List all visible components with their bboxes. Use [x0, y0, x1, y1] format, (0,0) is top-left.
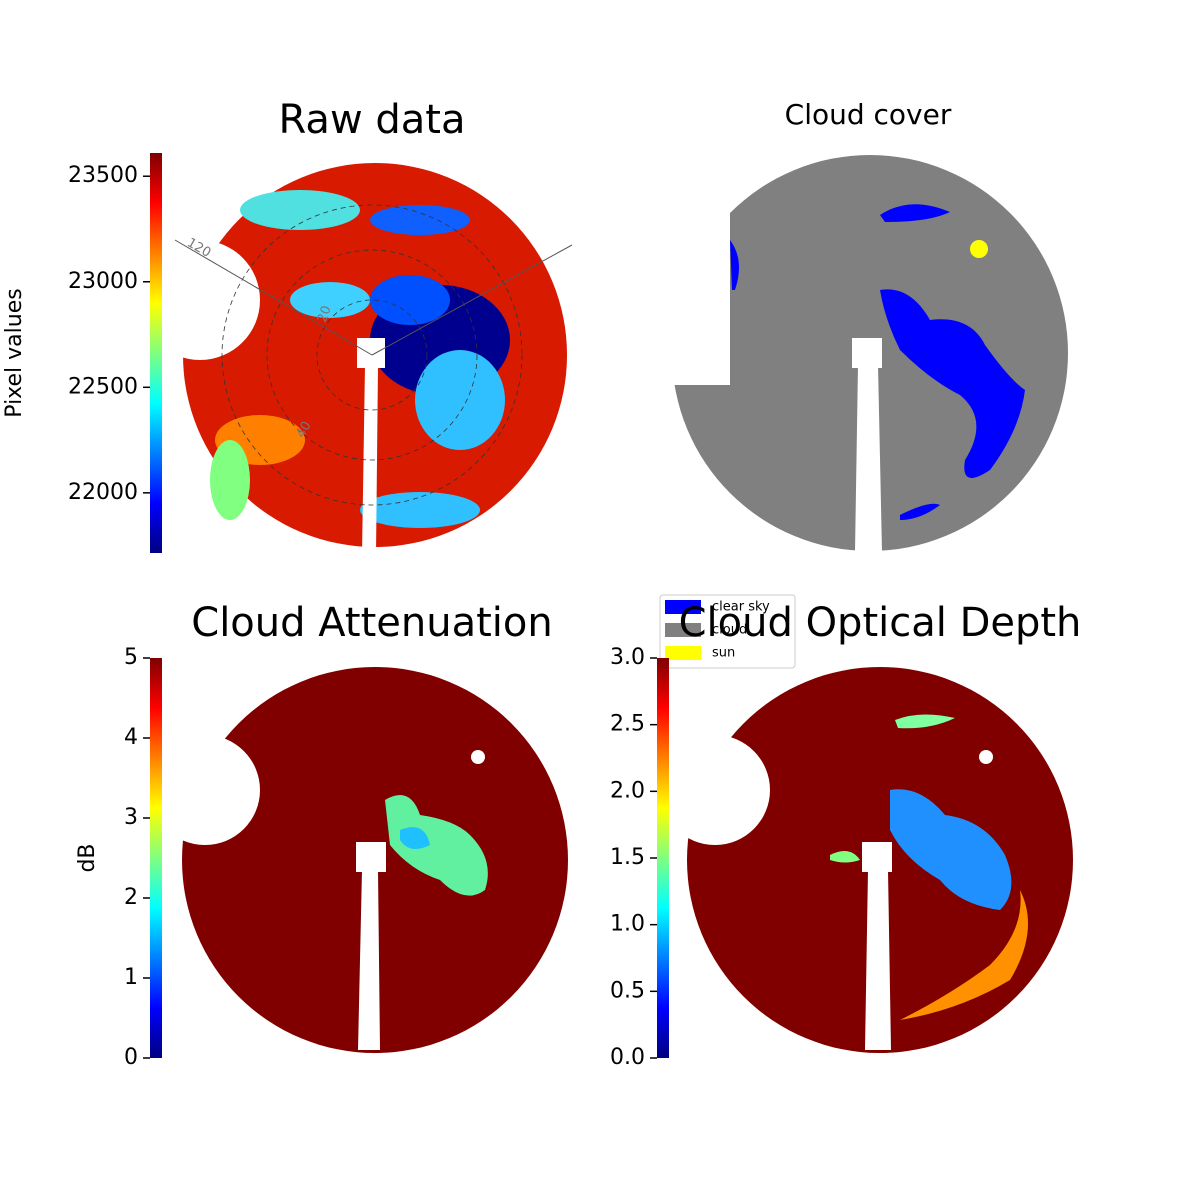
tick-label: 5	[124, 645, 138, 670]
colorbar	[657, 658, 669, 1058]
tick-label: 1.5	[610, 845, 645, 870]
tick-label: 2.0	[610, 778, 645, 803]
polar-label: 20	[315, 304, 335, 325]
panel-title: Cloud Optical Depth	[679, 600, 1082, 646]
raw-image	[140, 163, 573, 555]
colorbar	[150, 658, 162, 1058]
tick-label: 0.5	[610, 978, 645, 1003]
attenuation-image	[150, 667, 568, 1053]
tick-label: 23500	[68, 163, 138, 188]
tick-label: 22500	[68, 374, 138, 399]
legend-label: cloud	[712, 623, 747, 638]
colorbar-label: dB	[75, 843, 100, 872]
colorbar	[150, 153, 162, 553]
tick-label: 4	[124, 725, 138, 750]
colorbar-label: Pixel values	[2, 288, 27, 417]
legend-label: clear sky	[712, 600, 770, 615]
cloud-cover-image	[660, 155, 1068, 552]
legend-swatch	[665, 646, 701, 660]
tick-label: 2.5	[610, 712, 645, 737]
tick-label: 0	[124, 1045, 138, 1070]
panel-title: Cloud cover	[785, 98, 952, 131]
optical-depth-image	[660, 667, 1073, 1053]
panel-title: Cloud Attenuation	[191, 600, 552, 646]
tick-label: 22000	[68, 480, 138, 505]
tick-label: 2	[124, 885, 138, 910]
legend-swatch	[665, 600, 701, 614]
tick-label: 3.0	[610, 645, 645, 670]
tick-label: 0.0	[610, 1045, 645, 1070]
tick-label: 3	[124, 805, 138, 830]
panel-title: Raw data	[279, 97, 466, 143]
tick-label: 1.0	[610, 912, 645, 937]
legend-swatch	[665, 623, 701, 637]
legend-label: sun	[712, 646, 735, 661]
polar-label: 40	[294, 419, 315, 441]
tick-label: 1	[124, 965, 138, 990]
tick-label: 23000	[68, 269, 138, 294]
